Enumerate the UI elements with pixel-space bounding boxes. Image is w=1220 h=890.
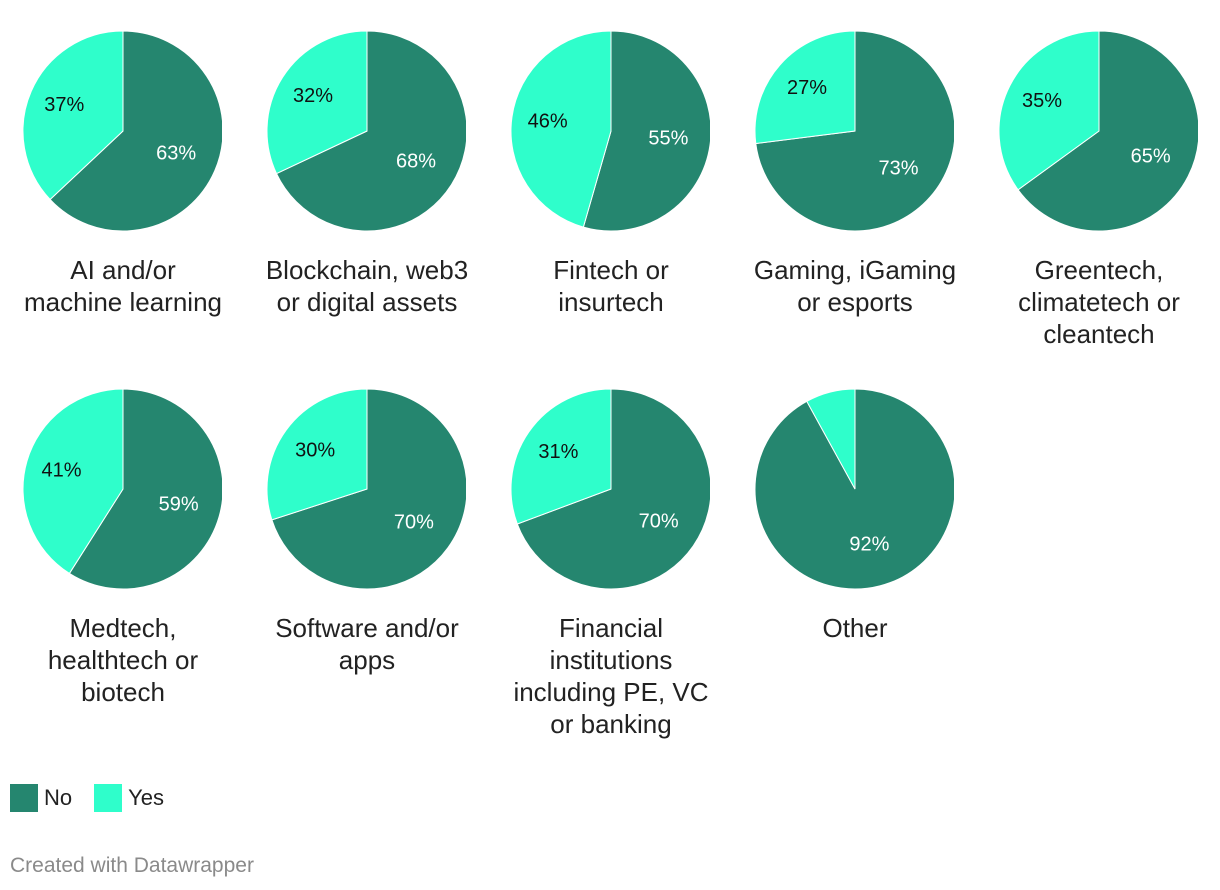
legend-label-no: No	[44, 785, 73, 810]
pie-other	[754, 388, 954, 590]
slice-yes-other	[806, 388, 856, 490]
panel-title-blockchain-web3-or-digital-assets: Blockchain, web3 or digital assets	[265, 255, 469, 317]
pie-gaming-igaming-or-esports	[754, 30, 954, 232]
legend-swatch-yes	[94, 784, 123, 812]
value-label-no-blockchain-web3-or-digital-assets: 68%	[396, 150, 436, 172]
pie-fintech-or-insurtech	[510, 30, 710, 232]
slice-yes-financial-institutions-including-pe-vc-or-banking	[510, 388, 612, 525]
legend-label-yes: Yes	[128, 785, 165, 810]
value-label-yes-medtech-healthtech-or-biotech: 41%	[41, 459, 81, 481]
legend: No Yes	[10, 784, 186, 812]
value-label-no-software-and-or-apps: 70%	[394, 511, 434, 533]
slice-no-gaming-igaming-or-esports	[755, 30, 954, 232]
slice-yes-ai-and-or-machine-learning	[22, 30, 124, 201]
panel-title-medtech-healthtech-or-biotech: Medtech, healthtech or biotech	[47, 613, 199, 707]
value-label-yes-fintech-or-insurtech: 46%	[528, 110, 568, 132]
value-label-yes-blockchain-web3-or-digital-assets: 32%	[293, 85, 333, 107]
panel-title-gaming-igaming-or-esports: Gaming, iGaming or esports	[753, 255, 957, 317]
slice-yes-software-and-or-apps	[266, 388, 368, 521]
slice-no-ai-and-or-machine-learning	[49, 30, 222, 232]
credit-text: Created with Datawrapper	[10, 854, 254, 877]
slice-yes-medtech-healthtech-or-biotech	[22, 388, 124, 575]
value-label-no-fintech-or-insurtech: 55%	[648, 127, 688, 149]
legend-swatch-no	[10, 784, 38, 812]
pie-greentech-climatetech-or-cleantech	[998, 30, 1198, 232]
value-label-no-financial-institutions-including-pe-vc-or-banking: 70%	[639, 510, 679, 532]
value-label-no-medtech-healthtech-or-biotech: 59%	[159, 493, 199, 515]
slice-no-financial-institutions-including-pe-vc-or-banking	[516, 388, 710, 590]
value-label-yes-greentech-climatetech-or-cleantech: 35%	[1022, 90, 1062, 112]
slice-no-blockchain-web3-or-digital-assets	[275, 30, 466, 232]
panel-title-greentech-climatetech-or-cleantech: Greentech, climatetech or cleantech	[1018, 255, 1180, 349]
panel-title-other: Other	[822, 613, 888, 643]
pie-medtech-healthtech-or-biotech	[22, 388, 222, 590]
slice-yes-greentech-climatetech-or-cleantech	[998, 30, 1100, 191]
slice-yes-blockchain-web3-or-digital-assets	[266, 30, 368, 175]
value-label-yes-gaming-igaming-or-esports: 27%	[787, 77, 827, 99]
slice-no-fintech-or-insurtech	[582, 30, 710, 232]
slice-yes-fintech-or-insurtech	[510, 30, 612, 228]
value-label-no-ai-and-or-machine-learning: 63%	[156, 142, 196, 164]
slice-no-software-and-or-apps	[271, 388, 466, 590]
panel-title-ai-and-or-machine-learning: AI and/or machine learning	[23, 255, 222, 317]
value-label-yes-ai-and-or-machine-learning: 37%	[44, 94, 84, 116]
pie-financial-institutions-including-pe-vc-or-banking	[510, 388, 710, 590]
panel-title-software-and-or-apps: Software and/or apps	[275, 613, 459, 675]
legend-item-yes: Yes	[94, 784, 164, 812]
value-label-yes-software-and-or-apps: 30%	[295, 440, 335, 462]
pie-ai-and-or-machine-learning	[22, 30, 222, 232]
slice-yes-gaming-igaming-or-esports	[754, 30, 856, 145]
legend-item-no: No	[10, 784, 72, 812]
pie-blockchain-web3-or-digital-assets	[266, 30, 466, 232]
slice-no-medtech-healthtech-or-biotech	[68, 388, 222, 590]
panel-title-financial-institutions-including-pe-vc-or-banking: Financial institutions including PE, VC …	[513, 613, 709, 739]
value-label-no-greentech-climatetech-or-cleantech: 65%	[1131, 146, 1171, 168]
pie-software-and-or-apps	[266, 388, 466, 590]
value-label-no-other: 92%	[849, 533, 889, 555]
value-label-no-gaming-igaming-or-esports: 73%	[878, 158, 918, 180]
value-label-yes-financial-institutions-including-pe-vc-or-banking: 31%	[538, 441, 578, 463]
slice-no-greentech-climatetech-or-cleantech	[1017, 30, 1198, 232]
panel-title-fintech-or-insurtech: Fintech or insurtech	[553, 255, 669, 317]
